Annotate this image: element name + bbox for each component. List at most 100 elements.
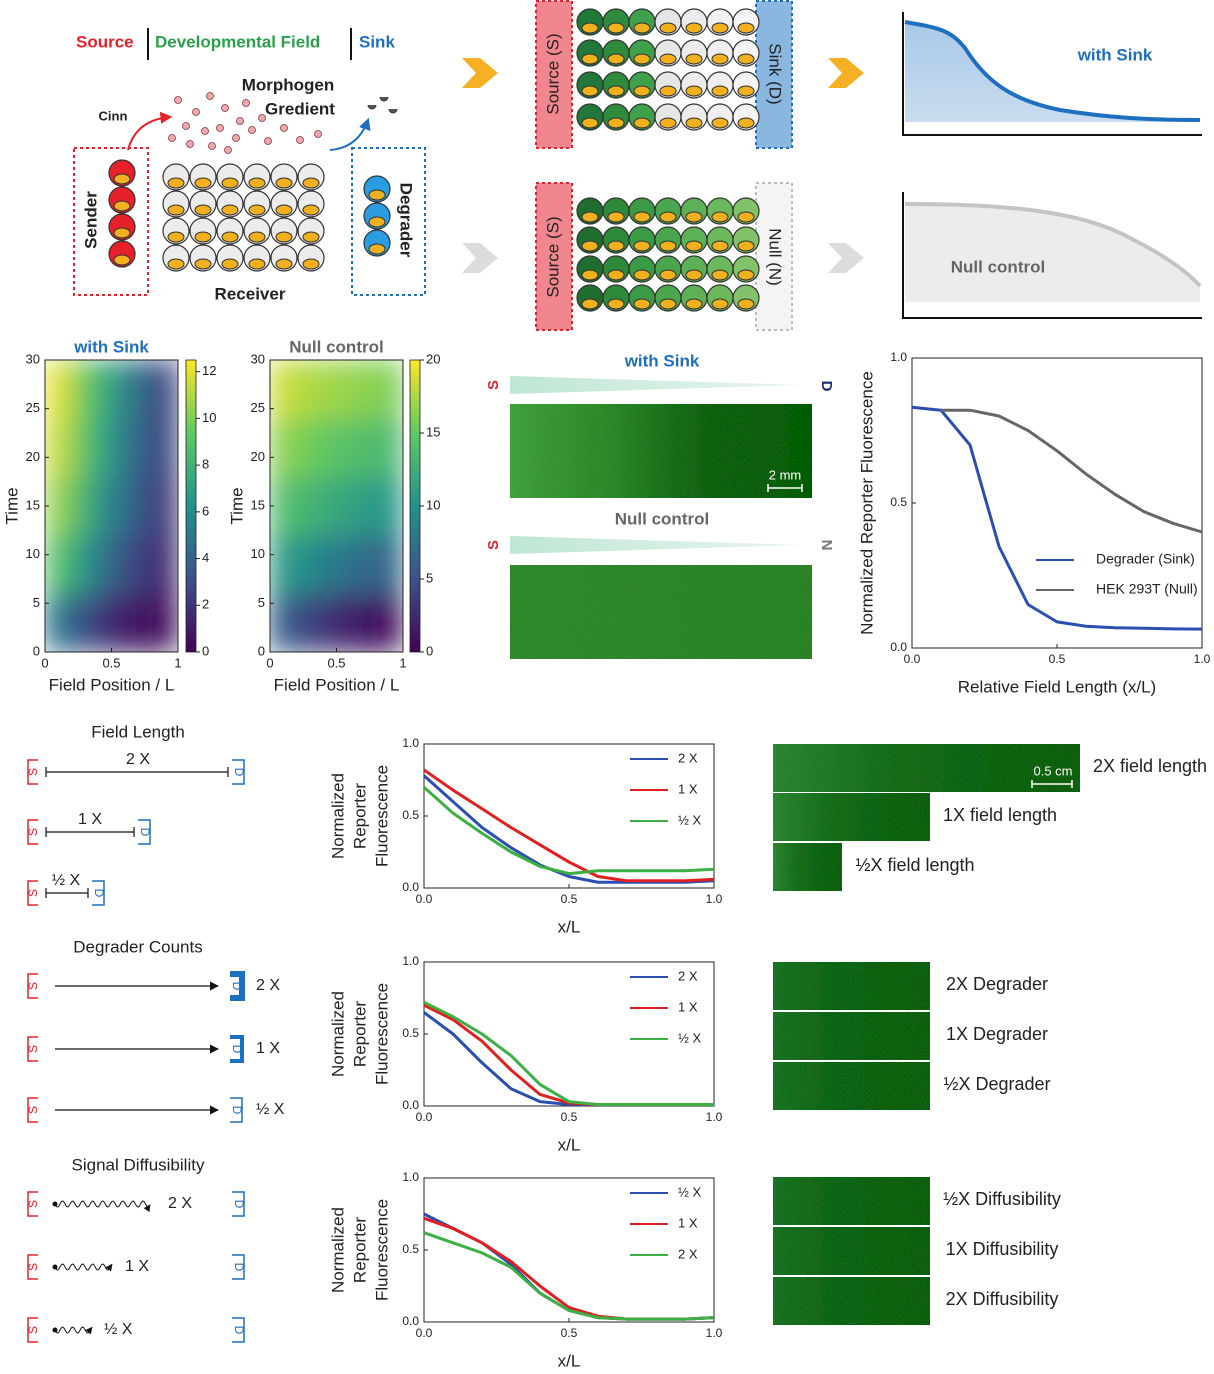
source-mark: S xyxy=(26,1106,40,1114)
source-box-label: Source (S) xyxy=(543,33,562,114)
plot-frame xyxy=(423,743,715,889)
y-tick-label: 15 xyxy=(26,497,40,512)
morphogen-label: Gredient xyxy=(265,99,335,118)
schematic-curve xyxy=(904,202,1202,288)
y-tick-label: 10 xyxy=(251,546,265,561)
null-box xyxy=(755,182,793,331)
x-tick-label: 1.0 xyxy=(706,1110,723,1124)
nucleus xyxy=(221,231,239,243)
micrograph-label: ½X field length xyxy=(855,855,974,875)
source-box-label: Source (S) xyxy=(543,216,562,297)
heatmap-cell xyxy=(71,534,99,595)
micrograph xyxy=(773,1277,930,1325)
nucleus xyxy=(581,117,599,129)
nucleus xyxy=(711,85,729,97)
x-tick-label: 1.0 xyxy=(1194,652,1211,666)
nucleus xyxy=(711,269,729,281)
sink-box xyxy=(755,0,793,149)
nucleus xyxy=(275,258,293,270)
nucleus xyxy=(194,177,212,189)
colorbar-tick-label: 10 xyxy=(426,497,440,512)
colorbar-tick-label: 5 xyxy=(426,570,433,585)
image-title: with Sink xyxy=(624,351,700,370)
heatmap-cell xyxy=(150,593,178,652)
nucleus xyxy=(581,85,599,97)
sender-label: Sender xyxy=(81,191,100,249)
nucleus xyxy=(275,231,293,243)
schematic-area xyxy=(905,204,1200,302)
heatmap-cell xyxy=(270,417,298,478)
morphogen-dot xyxy=(216,124,224,132)
legend-label: 2 X xyxy=(678,968,698,983)
series-line xyxy=(423,1000,714,1107)
receiver-label: Receiver xyxy=(215,284,286,303)
y-axis-label: Fluorescence xyxy=(372,765,391,867)
x-tick-label: 0.0 xyxy=(904,652,921,666)
morphogen-dot xyxy=(264,137,272,145)
degrader-bracket xyxy=(232,1254,245,1280)
scale-label: 2 mm xyxy=(769,467,802,482)
signal-dot xyxy=(52,1264,58,1270)
degrader-box xyxy=(351,147,426,296)
morphogen-dot xyxy=(232,134,240,142)
nucleus xyxy=(659,269,677,281)
x-tick-label: 0.5 xyxy=(327,655,345,670)
nucleus xyxy=(685,22,703,34)
morphogen-dot xyxy=(201,127,209,135)
heatmap xyxy=(45,360,178,652)
nucleus xyxy=(221,204,239,216)
nucleus xyxy=(302,204,320,216)
morphogen-dot xyxy=(258,114,266,122)
nucleus xyxy=(685,298,703,310)
series-line xyxy=(423,774,715,884)
nucleus xyxy=(194,231,212,243)
heatmap-cell xyxy=(97,360,126,419)
colorbar xyxy=(409,359,421,653)
morphogen-dot xyxy=(248,126,256,134)
nucleus xyxy=(633,85,651,97)
nucleus xyxy=(113,254,131,266)
y-axis-label: Fluorescence xyxy=(372,983,391,1085)
nucleus xyxy=(607,22,625,34)
heatmap-cell xyxy=(349,360,377,419)
degrader-bracket xyxy=(232,1317,245,1343)
heatmap-cell xyxy=(296,360,324,419)
y-axis-label: Time xyxy=(2,487,21,524)
y-axis-label: Normalized xyxy=(328,1207,347,1293)
heatmap-cell xyxy=(375,417,403,478)
heatmap-cell xyxy=(45,476,73,536)
length-bar xyxy=(45,888,89,898)
x-tick-label: 0.5 xyxy=(102,655,120,670)
degrader-bracket xyxy=(232,759,245,785)
micrograph xyxy=(773,1012,930,1060)
micrograph xyxy=(510,404,812,498)
nucleus xyxy=(607,85,625,97)
x-tick-label: 0.5 xyxy=(561,1326,578,1340)
heatmap-cell xyxy=(71,476,99,536)
arrow xyxy=(828,58,864,88)
morphogen-dot xyxy=(224,146,232,154)
y-tick-label: 0.5 xyxy=(402,808,419,822)
nucleus xyxy=(659,22,677,34)
heatmap-cell xyxy=(322,593,351,652)
nucleus xyxy=(659,298,677,310)
morphogen-dot xyxy=(186,140,194,148)
schematic: Source Developmental Field Sink Morphoge… xyxy=(73,0,1202,659)
image-title: Null control xyxy=(615,509,709,528)
micrograph-label: 1X field length xyxy=(943,805,1057,825)
arrow xyxy=(462,243,498,273)
morphogen-dot xyxy=(314,130,322,138)
y-tick-label: 1.0 xyxy=(402,954,419,968)
heatmap-cell xyxy=(296,476,324,536)
header-field: Developmental Field xyxy=(155,32,320,51)
nucleus xyxy=(248,177,266,189)
x-tick-label: 0.0 xyxy=(416,1110,433,1124)
heatmap-cell xyxy=(124,476,152,536)
nucleus xyxy=(368,216,386,228)
y-tick-label: 30 xyxy=(251,351,265,366)
nucleus xyxy=(302,177,320,189)
chart-title: with Sink xyxy=(73,337,149,356)
condition-level: ½ X xyxy=(104,1321,133,1338)
nucleus xyxy=(737,211,755,223)
nucleus xyxy=(685,240,703,252)
